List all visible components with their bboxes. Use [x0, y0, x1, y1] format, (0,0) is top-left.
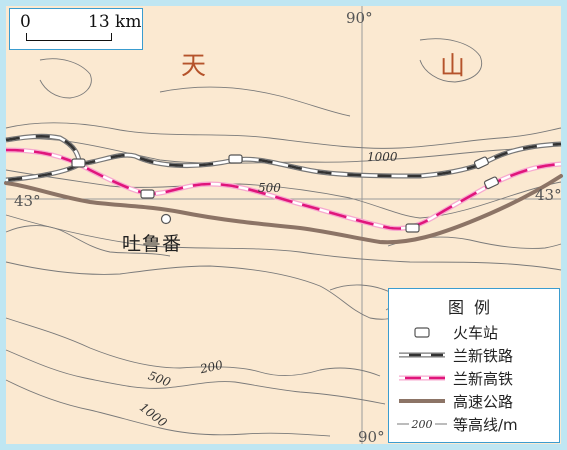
- contour-ridge-sw: [5, 225, 171, 257]
- mountain-label-shan: 山: [440, 51, 466, 80]
- contour-1000-upper: [5, 138, 562, 164]
- contour-500: [5, 169, 562, 219]
- scale-zero-label: 0: [20, 12, 31, 32]
- mountain-label-tian: 天: [181, 51, 207, 80]
- station-icon: [405, 223, 420, 233]
- high-speed-rail-line-icon: [399, 375, 445, 381]
- legend-item-station: 火车站: [389, 321, 559, 343]
- legend-label-station: 火车站: [453, 324, 499, 342]
- contour-nw-hill: [39, 58, 92, 99]
- legend-contour-sample-value: 200: [411, 418, 433, 431]
- city-label-turpan: 吐鲁番: [122, 233, 183, 255]
- lanxin-high-speed-rail: [5, 147, 562, 231]
- legend: 图例 火车站 兰新铁路 兰新高铁 高速公路 200: [388, 288, 560, 443]
- expressway: [4, 174, 563, 245]
- longitude-label-top: 90°: [346, 9, 373, 27]
- longitude-label-bottom: 90°: [358, 428, 385, 446]
- legend-item-high-speed-rail: 兰新高铁: [389, 367, 559, 389]
- station-icon: [414, 327, 430, 338]
- contour-n-ridge: [159, 86, 351, 117]
- contour-line-icon: 200: [397, 418, 447, 431]
- scale-bar-box: 0 13 km: [9, 8, 143, 50]
- scale-value-label: 13 km: [88, 12, 142, 32]
- legend-item-expressway: 高速公路: [389, 390, 559, 412]
- legend-label-expressway: 高速公路: [453, 393, 514, 411]
- contour-1000-south: [5, 379, 331, 437]
- station-icon: [228, 154, 243, 164]
- station-icon: [473, 156, 489, 170]
- lanxin-railway: [5, 133, 562, 183]
- contour-n-hill: [419, 38, 482, 83]
- contour-label-500-north: 500: [258, 181, 281, 195]
- train-stations: [71, 154, 499, 233]
- contour-200: [5, 317, 381, 377]
- legend-title: 图例: [447, 298, 500, 317]
- legend-label-high-speed-rail: 兰新高铁: [453, 370, 514, 388]
- contour-lines: [5, 38, 562, 437]
- station-icon: [71, 158, 86, 168]
- expressway-line-icon: [399, 399, 445, 403]
- contour-label-1000-north: 1000: [367, 150, 398, 164]
- railway-line-icon: [399, 352, 445, 358]
- contour-500-south: [5, 349, 386, 405]
- latitude-label-right: 43°: [535, 186, 562, 204]
- station-icon: [140, 189, 155, 199]
- station-icon: [483, 176, 499, 190]
- legend-label-railway: 兰新铁路: [453, 347, 514, 365]
- legend-label-contour: 等高线/m: [453, 416, 518, 434]
- contour-south-a: [5, 214, 562, 271]
- contour-north-1000: [5, 122, 562, 149]
- latitude-label-left: 43°: [14, 192, 41, 210]
- legend-item-railway: 兰新铁路: [389, 344, 559, 366]
- scale-bar: [26, 33, 112, 41]
- contour-south-b: [5, 261, 411, 320]
- legend-item-contour: 200 等高线/m: [389, 413, 559, 435]
- turpan-city-marker: [160, 213, 172, 225]
